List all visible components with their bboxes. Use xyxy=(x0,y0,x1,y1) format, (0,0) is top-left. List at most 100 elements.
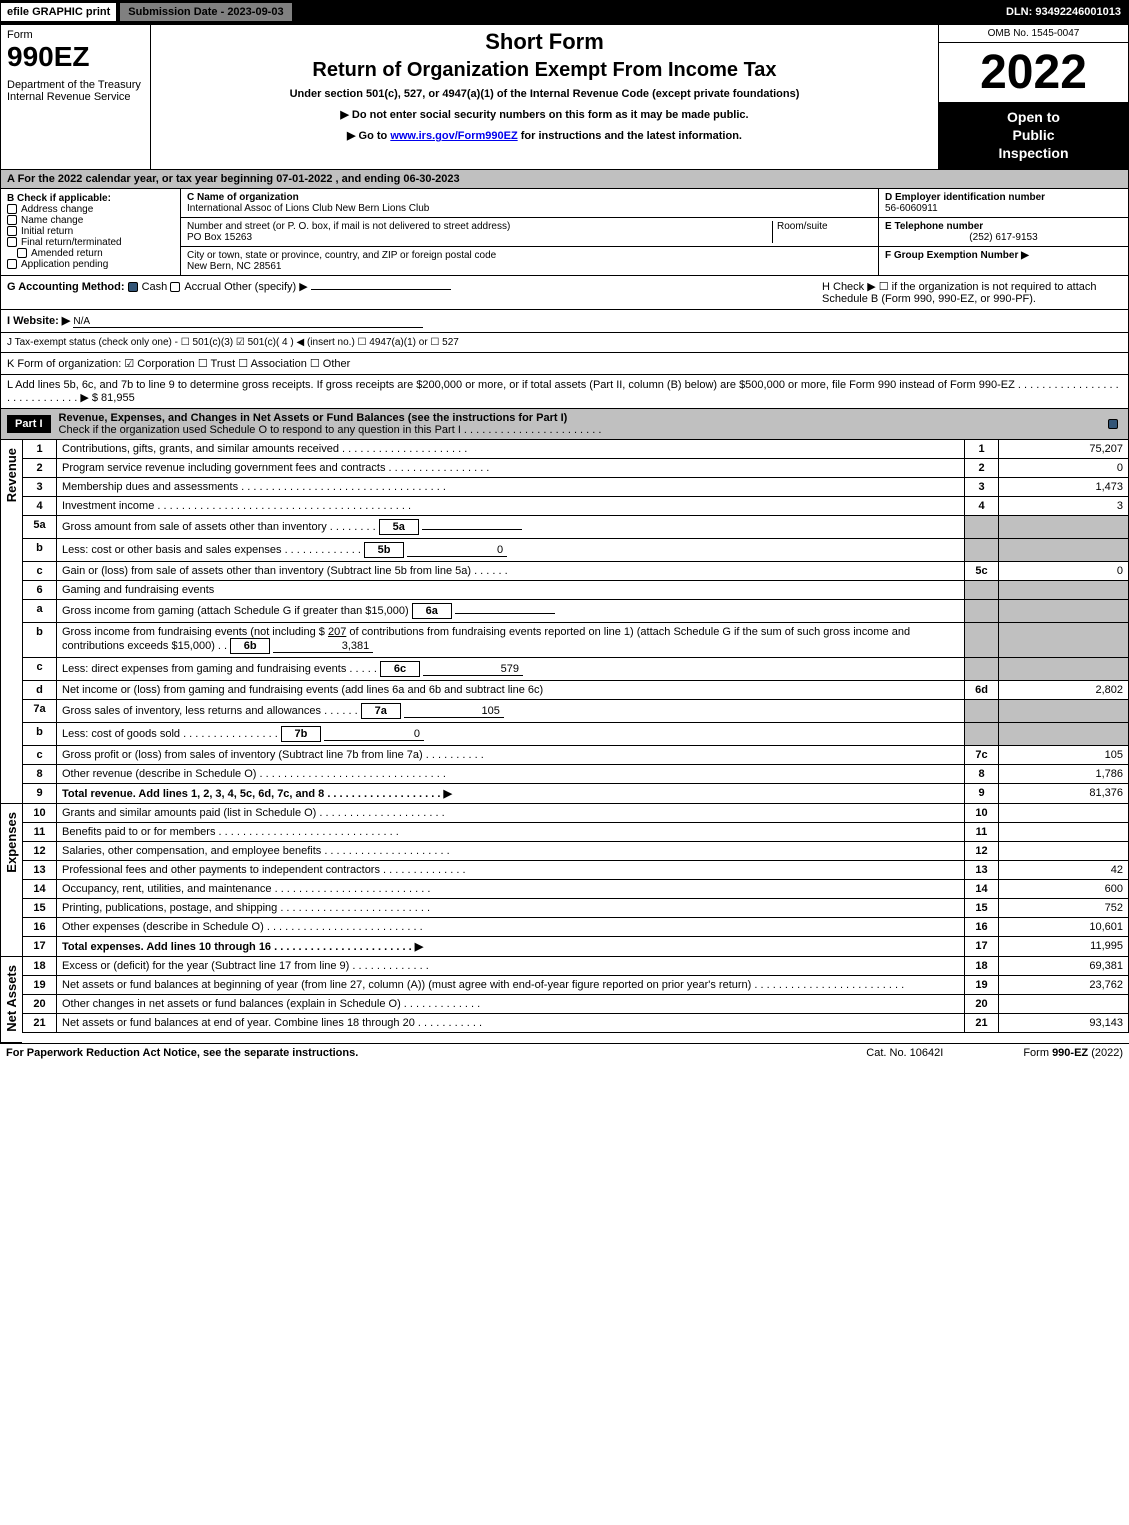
row-6b: bGross income from fundraising events (n… xyxy=(23,622,1129,657)
g-other-input[interactable] xyxy=(311,289,451,290)
part1-check[interactable] xyxy=(1108,418,1122,430)
r6d-amt: 2,802 xyxy=(999,680,1129,699)
r1-text: Contributions, gifts, grants, and simila… xyxy=(57,440,965,459)
revenue-sidelabel: Revenue xyxy=(0,440,22,804)
g-accrual-check[interactable] xyxy=(170,282,180,292)
open-public-inspection: Open to Public Inspection xyxy=(939,102,1128,169)
r5a-desc: Gross amount from sale of assets other t… xyxy=(62,521,376,533)
expenses-sidelabel: Expenses xyxy=(0,804,22,957)
ein-value: 56-6060911 xyxy=(885,203,1122,214)
r16-text: Other expenses (describe in Schedule O) … xyxy=(57,917,965,936)
r21-amt: 93,143 xyxy=(999,1013,1129,1032)
row-20: 20Other changes in net assets or fund ba… xyxy=(23,994,1129,1013)
r13-amt: 42 xyxy=(999,860,1129,879)
r6a-text: Gross income from gaming (attach Schedul… xyxy=(57,599,965,622)
r6b-val: 3,381 xyxy=(273,640,373,653)
b-opt-amended-label: Amended return xyxy=(31,248,103,259)
instr-pre: ▶ Go to xyxy=(347,130,390,142)
footer-catno: Cat. No. 10642I xyxy=(866,1047,943,1059)
b-opt-amended[interactable]: Amended return xyxy=(7,248,174,259)
row-5b: bLess: cost or other basis and sales exp… xyxy=(23,538,1129,561)
footer-left: For Paperwork Reduction Act Notice, see … xyxy=(6,1047,358,1059)
r4-amt: 3 xyxy=(999,496,1129,515)
page-footer: For Paperwork Reduction Act Notice, see … xyxy=(0,1043,1129,1062)
r21-text: Net assets or fund balances at end of ye… xyxy=(57,1013,965,1032)
r5c-text: Gain or (loss) from sale of assets other… xyxy=(57,561,965,580)
section-def: D Employer identification number 56-6060… xyxy=(878,189,1128,275)
irs-link[interactable]: www.irs.gov/Form990EZ xyxy=(390,130,517,142)
row-6d: dNet income or (loss) from gaming and fu… xyxy=(23,680,1129,699)
r7a-val: 105 xyxy=(404,705,504,718)
line-i-website: I Website: ▶ N/A xyxy=(0,310,1129,333)
b-opt-initial[interactable]: Initial return xyxy=(7,226,174,237)
g-cash-check[interactable] xyxy=(128,282,138,292)
row-9: 9Total revenue. Add lines 1, 2, 3, 4, 5c… xyxy=(23,783,1129,803)
row-1: 1Contributions, gifts, grants, and simil… xyxy=(23,440,1129,459)
b-opt-address-label: Address change xyxy=(21,204,93,215)
form-header: Form 990EZ Department of the Treasury In… xyxy=(0,24,1129,170)
row-14: 14Occupancy, rent, utilities, and mainte… xyxy=(23,879,1129,898)
f-label: F Group Exemption Number ▶ xyxy=(885,250,1029,261)
g-accrual-label: Accrual xyxy=(184,281,221,293)
omb-number: OMB No. 1545-0047 xyxy=(939,25,1128,43)
r7a-box: 7a xyxy=(361,703,401,719)
r5b-val: 0 xyxy=(407,544,507,557)
r6c-desc: Less: direct expenses from gaming and fu… xyxy=(62,663,377,675)
efile-print-label[interactable]: efile GRAPHIC print xyxy=(0,2,117,22)
form-label: Form xyxy=(7,29,144,41)
row-7c: cGross profit or (loss) from sales of in… xyxy=(23,745,1129,764)
r20-amt xyxy=(999,994,1129,1013)
line-k-org: K Form of organization: ☑ Corporation ☐ … xyxy=(0,353,1129,375)
r5a-val xyxy=(422,529,522,530)
c-name-label: C Name of organization xyxy=(187,192,872,203)
form-subtitle: Under section 501(c), 527, or 4947(a)(1)… xyxy=(159,88,930,100)
b-opt-address[interactable]: Address change xyxy=(7,204,174,215)
revenue-sidelabel-text: Revenue xyxy=(2,440,21,510)
f-group-row: F Group Exemption Number ▶ xyxy=(879,247,1128,264)
header-left: Form 990EZ Department of the Treasury In… xyxy=(1,25,151,169)
row-5a: 5aGross amount from sale of assets other… xyxy=(23,515,1129,538)
r18-amt: 69,381 xyxy=(999,957,1129,976)
form-title-short: Short Form xyxy=(159,29,930,55)
r6c-text: Less: direct expenses from gaming and fu… xyxy=(57,657,965,680)
netassets-table: 18Excess or (deficit) for the year (Subt… xyxy=(22,957,1129,1033)
org-city: New Bern, NC 28561 xyxy=(187,261,872,272)
top-bar: efile GRAPHIC print Submission Date - 20… xyxy=(0,0,1129,24)
b-opt-name[interactable]: Name change xyxy=(7,215,174,226)
r5b-text: Less: cost or other basis and sales expe… xyxy=(57,538,965,561)
b-opt-pending[interactable]: Application pending xyxy=(7,259,174,270)
footer-formref: Form 990-EZ (2022) xyxy=(1023,1047,1123,1059)
row-11: 11Benefits paid to or for members . . . … xyxy=(23,822,1129,841)
r7a-text: Gross sales of inventory, less returns a… xyxy=(57,699,965,722)
form-number: 990EZ xyxy=(7,41,144,73)
netassets-sidelabel-text: Net Assets xyxy=(2,957,21,1040)
form-title-main: Return of Organization Exempt From Incom… xyxy=(159,59,930,82)
row-7b: bLess: cost of goods sold . . . . . . . … xyxy=(23,722,1129,745)
instr-post: for instructions and the latest informat… xyxy=(518,130,742,142)
r19-text: Net assets or fund balances at beginning… xyxy=(57,975,965,994)
r6b-box: 6b xyxy=(230,638,270,654)
r9-amt: 81,376 xyxy=(999,783,1129,803)
h-schedule-b: H Check ▶ ☐ if the organization is not r… xyxy=(822,280,1122,305)
r9-desc: Total revenue. Add lines 1, 2, 3, 4, 5c,… xyxy=(62,788,452,800)
part1-sub: Check if the organization used Schedule … xyxy=(59,424,602,436)
expenses-section: Expenses 10Grants and similar amounts pa… xyxy=(0,804,1129,957)
b-opt-pending-label: Application pending xyxy=(21,259,108,270)
r6-text: Gaming and fundraising events xyxy=(57,580,965,599)
r6a-box: 6a xyxy=(412,603,452,619)
b-opt-final[interactable]: Final return/terminated xyxy=(7,237,174,248)
r17-text: Total expenses. Add lines 10 through 16 … xyxy=(57,936,965,956)
room-suite-label: Room/suite xyxy=(772,221,872,243)
r10-amt xyxy=(999,804,1129,823)
r7c-amt: 105 xyxy=(999,745,1129,764)
b-opt-name-label: Name change xyxy=(21,215,83,226)
r5c-amt: 0 xyxy=(999,561,1129,580)
r7b-desc: Less: cost of goods sold . . . . . . . .… xyxy=(62,728,278,740)
department-label: Department of the Treasury Internal Reve… xyxy=(7,79,144,103)
d-label: D Employer identification number xyxy=(885,192,1122,203)
block-bcdef: B Check if applicable: Address change Na… xyxy=(0,189,1129,276)
r17-desc: Total expenses. Add lines 10 through 16 … xyxy=(62,941,423,953)
dln-number: DLN: 93492246001013 xyxy=(998,3,1129,21)
row-10: 10Grants and similar amounts paid (list … xyxy=(23,804,1129,823)
section-c: C Name of organization International Ass… xyxy=(181,189,878,275)
